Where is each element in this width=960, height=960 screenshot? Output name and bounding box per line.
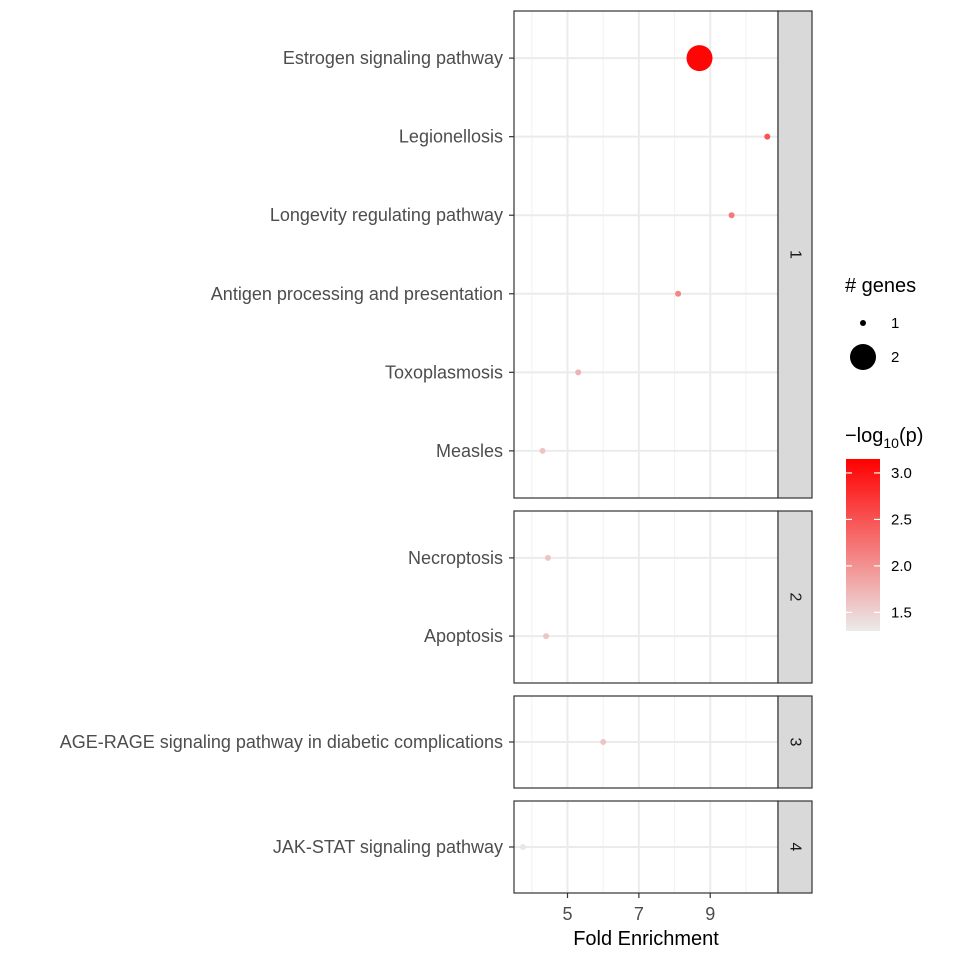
facet-strip (777, 10, 813, 499)
colorbar-tick-label: 2.0 (891, 558, 912, 575)
y-tick-label: Toxoplasmosis (385, 362, 503, 382)
facet-panel-2: Necroptosis Apoptosis 2 (408, 510, 813, 684)
colorbar-tick-label: 3.0 (891, 465, 912, 482)
data-point (675, 290, 682, 297)
facet-strip (777, 695, 813, 789)
colorbar-tick-label: 2.5 (891, 511, 912, 528)
x-axis-title: Fold Enrichment (573, 928, 719, 950)
data-point (686, 45, 713, 72)
data-point (544, 554, 551, 561)
y-tick-label: AGE-RAGE signaling pathway in diabetic c… (60, 732, 503, 752)
color-legend-title-main: −log (845, 425, 883, 447)
x-tick-label: 7 (634, 904, 644, 924)
color-legend-colorbar (846, 459, 880, 631)
y-tick-label: Estrogen signaling pathway (283, 48, 503, 68)
data-point (543, 633, 550, 640)
data-point (728, 212, 735, 219)
size-legend-label: 1 (891, 315, 899, 332)
facet-strip-label: 4 (787, 843, 804, 852)
facet-panel-1: Estrogen signaling pathway Legionellosis L… (211, 10, 813, 499)
size-legend-title: # genes (845, 275, 916, 297)
y-tick-label: Antigen processing and presentation (211, 284, 503, 304)
data-point (600, 739, 607, 745)
y-tick-label: Apoptosis (424, 626, 503, 646)
y-tick-label: Legionellosis (399, 127, 503, 147)
size-legend-label: 2 (891, 349, 899, 366)
facet-panel-3: AGE-RAGE signaling pathway in diabetic c… (60, 695, 813, 789)
facet-panel-4: JAK-STAT signaling pathway 4 (273, 800, 813, 894)
size-legend-key (860, 320, 866, 326)
colorbar-tick-label: 1.5 (891, 604, 912, 621)
panel-background (514, 511, 778, 683)
data-point (764, 133, 771, 140)
x-tick-label: 5 (563, 904, 573, 924)
facet-strip (777, 800, 813, 894)
facet-strip-label: 3 (787, 738, 804, 747)
y-tick-label: Measles (436, 441, 503, 461)
y-tick-label: JAK-STAT signaling pathway (273, 837, 503, 857)
data-point (539, 447, 546, 454)
facet-strip-label: 1 (787, 250, 804, 259)
data-point (575, 369, 582, 376)
color-legend-title-subscript: 10 (883, 435, 899, 451)
y-tick-label: Longevity regulating pathway (270, 205, 503, 225)
x-tick-label: 9 (705, 904, 715, 924)
y-tick-label: Necroptosis (408, 548, 503, 568)
facet-strip (777, 510, 813, 684)
panel-background (514, 11, 778, 498)
color-legend-title: −log10(p) (845, 425, 923, 451)
data-point (519, 844, 526, 850)
color-legend-title-suffix: (p) (899, 425, 923, 447)
facet-strip-label: 2 (787, 593, 804, 602)
size-legend-key (850, 344, 876, 370)
